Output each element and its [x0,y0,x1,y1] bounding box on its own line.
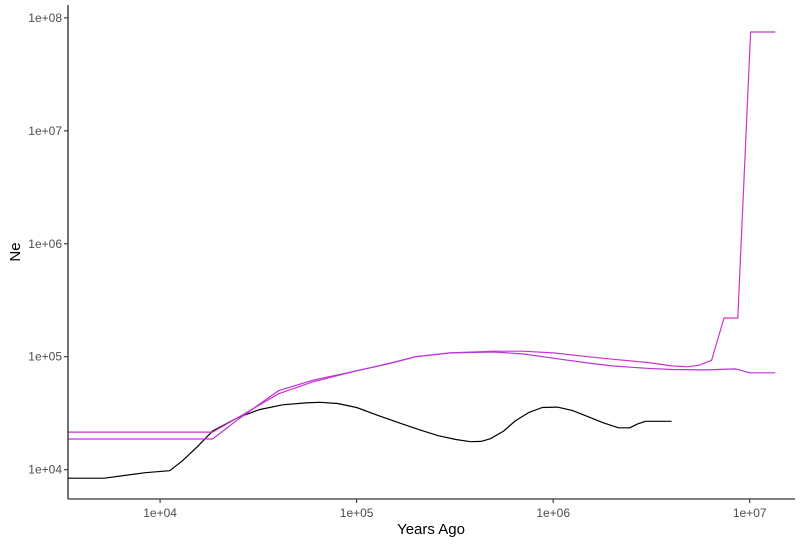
y-tick-label: 1e+05 [28,350,62,364]
y-axis-title: Ne [7,242,24,261]
series-line-2 [68,31,776,433]
x-tick-label: 1e+05 [340,506,374,520]
y-tick-label: 1e+04 [28,463,62,477]
y-tick-label: 1e+06 [28,237,62,251]
x-axis-title: Years Ago [397,521,465,538]
x-tick-label: 1e+06 [536,506,570,520]
y-tick-label: 1e+08 [28,11,62,25]
x-tick-label: 1e+04 [143,506,177,520]
y-tick-label: 1e+07 [28,124,62,138]
y-axis-ticks: 1e+04 1e+05 1e+06 1e+07 1e+08 [28,11,68,477]
x-axis-ticks: 1e+04 1e+05 1e+06 1e+07 [143,499,767,520]
x-tick-label: 1e+07 [733,506,767,520]
series-lines [68,31,776,479]
series-line-3 [68,351,776,440]
series-line-1 [68,401,672,479]
